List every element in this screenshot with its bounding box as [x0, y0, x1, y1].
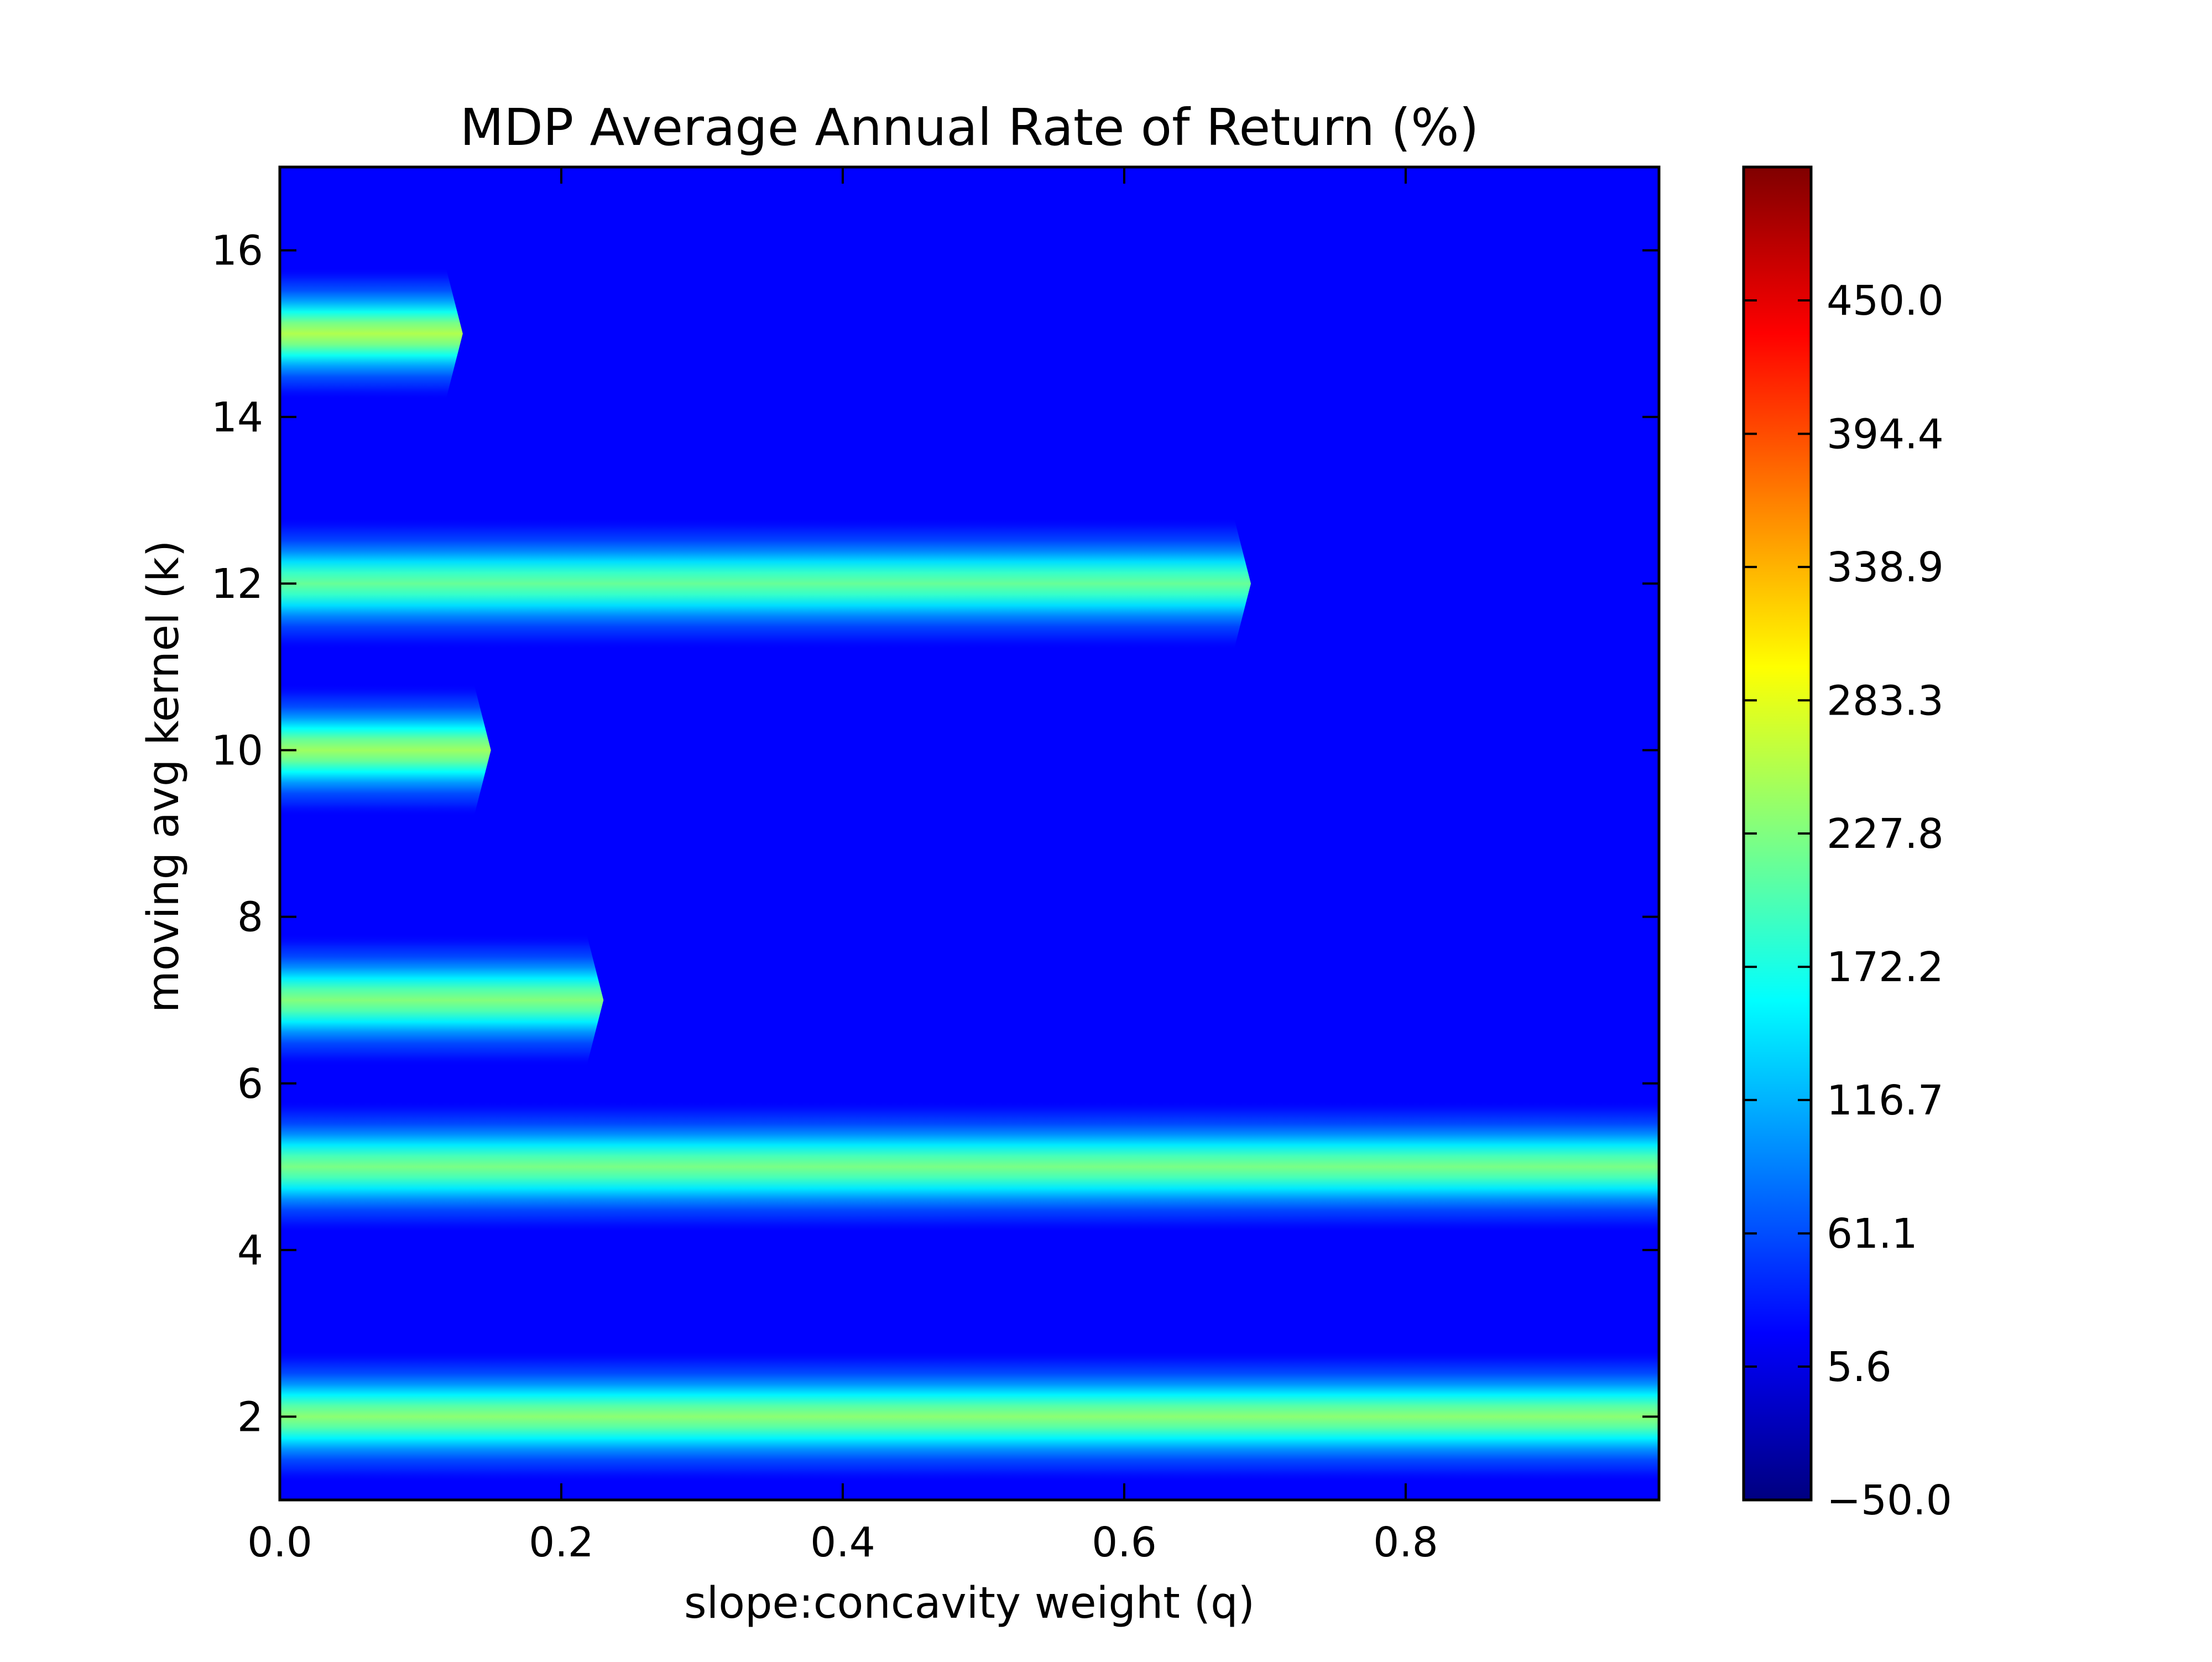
colorbar-tick-label: −50.0	[1827, 1477, 1952, 1524]
colorbar-tick-label: 227.8	[1827, 810, 1944, 858]
heatmap-band-k10	[280, 685, 491, 815]
heatmap-band-k7	[280, 935, 604, 1065]
y-tick-label: 2	[237, 1393, 263, 1441]
x-tick-label: 0.8	[1373, 1519, 1438, 1566]
colorbar-tick-label: 172.2	[1827, 944, 1944, 991]
heatmap-band-k15	[280, 268, 463, 399]
x-axis: 0.0 0.2 0.4 0.6 0.8	[247, 167, 1438, 1566]
colorbar: −50.0 5.6 61.1 116.7 172.2 227.8 283.3 338.9 394…	[1742, 165, 1952, 1524]
heatmap-background	[280, 167, 1659, 1500]
y-axis-label: moving avg kernel (k)	[139, 540, 189, 1013]
plot-frame	[278, 165, 1661, 1502]
x-axis-label: slope:concavity weight (q)	[684, 1578, 1255, 1628]
x-tick-label: 0.4	[810, 1519, 875, 1566]
heatmap-band-k2	[280, 1351, 1659, 1482]
y-axis: 2 4 6 8 10 12 14 16	[211, 227, 1659, 1441]
colorbar-tick-label: 61.1	[1827, 1210, 1918, 1258]
y-tick-label: 8	[237, 894, 263, 941]
x-tick-label: 0.6	[1092, 1519, 1157, 1566]
heatmap-plot-area	[278, 165, 1661, 1502]
colorbar-tick-label: 283.3	[1827, 677, 1944, 725]
y-tick-label: 14	[211, 394, 263, 441]
colorbar-tick-label: 450.0	[1827, 277, 1944, 325]
colorbar-tick-label: 5.6	[1827, 1343, 1892, 1391]
y-tick-label: 16	[211, 227, 263, 275]
heatmap-band-k12	[280, 518, 1251, 649]
colorbar-tick-label: 394.4	[1827, 410, 1944, 458]
y-tick-label: 12	[211, 560, 263, 608]
chart-title: MDP Average Annual Rate of Return (%)	[460, 98, 1479, 157]
y-tick-label: 10	[211, 727, 263, 774]
x-tick-label: 0.0	[247, 1519, 312, 1566]
colorbar-tick-label: 116.7	[1827, 1077, 1944, 1124]
y-tick-label: 6	[237, 1060, 263, 1108]
heatmap-band-k5	[280, 1102, 1659, 1232]
colorbar-tick-label: 338.9	[1827, 544, 1944, 591]
y-tick-label: 4	[237, 1227, 263, 1274]
x-tick-label: 0.2	[529, 1519, 594, 1566]
